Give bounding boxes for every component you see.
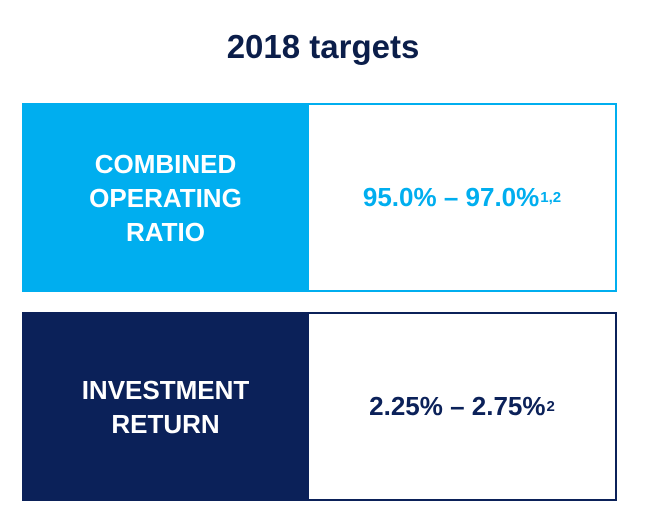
investment-return-value-box: 2.25% – 2.75% 2 (309, 312, 617, 501)
label-line: INVESTMENT (81, 374, 250, 405)
investment-return-label: INVESTMENT RETURN (22, 312, 309, 501)
footnote-marker: 2 (546, 398, 555, 415)
combined-operating-ratio-label: COMBINED OPERATING RATIO (22, 103, 309, 292)
combined-operating-ratio-card: COMBINED OPERATING RATIO 95.0% – 97.0% 1,… (22, 103, 617, 292)
label-line: RATIO (126, 216, 205, 247)
label-line: RETURN (111, 408, 220, 439)
page-title: 2018 targets (226, 28, 420, 65)
combined-operating-ratio-value: 95.0% – 97.0% (362, 182, 540, 212)
investment-return-card: INVESTMENT RETURN 2.25% – 2.75% 2 (22, 312, 617, 501)
label-line: OPERATING (89, 182, 242, 213)
investment-return-value: 2.25% – 2.75% (369, 391, 546, 421)
label-line: COMBINED (94, 148, 237, 179)
combined-operating-ratio-value-box: 95.0% – 97.0% 1,2 (309, 103, 617, 292)
footnote-marker: 1,2 (540, 189, 562, 206)
